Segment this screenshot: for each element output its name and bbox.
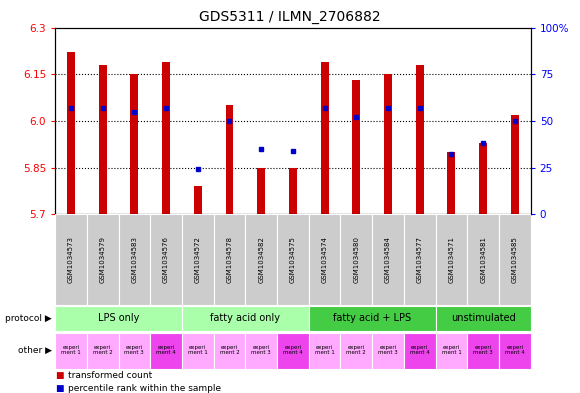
- Text: unstimulated: unstimulated: [451, 313, 516, 323]
- Bar: [289, 167, 297, 214]
- Text: GSM1034578: GSM1034578: [226, 236, 233, 283]
- Text: experi
ment 1: experi ment 1: [188, 345, 208, 355]
- Bar: [130, 74, 139, 214]
- Text: experi
ment 3: experi ment 3: [378, 345, 398, 355]
- Bar: [372, 333, 404, 369]
- Bar: [245, 214, 277, 305]
- Bar: [499, 333, 531, 369]
- Text: experi
ment 3: experi ment 3: [125, 345, 144, 355]
- Text: GSM1034584: GSM1034584: [385, 236, 391, 283]
- Bar: [182, 306, 309, 331]
- Bar: [277, 333, 309, 369]
- Bar: [436, 333, 467, 369]
- Bar: [55, 306, 182, 331]
- Bar: [258, 167, 265, 214]
- Bar: [277, 214, 309, 305]
- Text: experi
ment 2: experi ment 2: [93, 345, 113, 355]
- Bar: [309, 333, 340, 369]
- Bar: [340, 214, 372, 305]
- Bar: [118, 214, 150, 305]
- Text: experi
ment 1: experi ment 1: [315, 345, 335, 355]
- Bar: [404, 214, 436, 305]
- Text: other ▶: other ▶: [18, 346, 52, 355]
- Bar: [118, 333, 150, 369]
- Bar: [416, 65, 423, 214]
- Bar: [340, 333, 372, 369]
- Bar: [87, 214, 118, 305]
- Bar: [67, 52, 75, 214]
- Text: GSM1034575: GSM1034575: [290, 236, 296, 283]
- Text: percentile rank within the sample: percentile rank within the sample: [68, 384, 221, 393]
- Text: ■: ■: [55, 371, 64, 380]
- Text: experi
ment 4: experi ment 4: [283, 345, 303, 355]
- Bar: [55, 214, 87, 305]
- Text: experi
ment 4: experi ment 4: [410, 345, 430, 355]
- Text: GSM1034571: GSM1034571: [448, 236, 455, 283]
- Bar: [467, 333, 499, 369]
- Bar: [55, 333, 87, 369]
- Text: GSM1034574: GSM1034574: [321, 236, 328, 283]
- Text: experi
ment 3: experi ment 3: [251, 345, 271, 355]
- Text: GSM1034576: GSM1034576: [163, 236, 169, 283]
- Bar: [448, 152, 455, 214]
- Text: GSM1034577: GSM1034577: [416, 236, 423, 283]
- Bar: [384, 74, 392, 214]
- Bar: [436, 306, 531, 331]
- Text: experi
ment 4: experi ment 4: [156, 345, 176, 355]
- Bar: [226, 105, 233, 214]
- Bar: [309, 306, 436, 331]
- Bar: [436, 214, 467, 305]
- Bar: [213, 214, 245, 305]
- Text: GSM1034573: GSM1034573: [68, 236, 74, 283]
- Bar: [87, 333, 118, 369]
- Text: GDS5311 / ILMN_2706882: GDS5311 / ILMN_2706882: [199, 10, 381, 24]
- Bar: [499, 214, 531, 305]
- Bar: [511, 115, 519, 214]
- Text: ■: ■: [55, 384, 64, 393]
- Bar: [213, 333, 245, 369]
- Bar: [372, 214, 404, 305]
- Text: transformed count: transformed count: [68, 371, 152, 380]
- Bar: [150, 333, 182, 369]
- Text: experi
ment 1: experi ment 1: [441, 345, 461, 355]
- Text: GSM1034585: GSM1034585: [512, 236, 518, 283]
- Bar: [404, 333, 436, 369]
- Bar: [182, 333, 213, 369]
- Bar: [352, 81, 360, 214]
- Text: GSM1034583: GSM1034583: [131, 236, 137, 283]
- Text: LPS only: LPS only: [98, 313, 139, 323]
- Text: protocol ▶: protocol ▶: [5, 314, 52, 323]
- Bar: [309, 214, 340, 305]
- Text: experi
ment 3: experi ment 3: [473, 345, 493, 355]
- Bar: [182, 214, 213, 305]
- Text: GSM1034581: GSM1034581: [480, 236, 486, 283]
- Bar: [194, 186, 202, 214]
- Bar: [245, 333, 277, 369]
- Text: GSM1034580: GSM1034580: [353, 236, 360, 283]
- Text: experi
ment 4: experi ment 4: [505, 345, 525, 355]
- Bar: [162, 62, 170, 214]
- Bar: [99, 65, 107, 214]
- Text: experi
ment 2: experi ment 2: [346, 345, 366, 355]
- Bar: [479, 143, 487, 214]
- Text: experi
ment 1: experi ment 1: [61, 345, 81, 355]
- Bar: [150, 214, 182, 305]
- Text: GSM1034572: GSM1034572: [195, 236, 201, 283]
- Bar: [467, 214, 499, 305]
- Text: fatty acid + LPS: fatty acid + LPS: [333, 313, 411, 323]
- Text: GSM1034582: GSM1034582: [258, 236, 264, 283]
- Text: experi
ment 2: experi ment 2: [220, 345, 240, 355]
- Bar: [321, 62, 328, 214]
- Text: fatty acid only: fatty acid only: [211, 313, 280, 323]
- Text: GSM1034579: GSM1034579: [100, 236, 106, 283]
